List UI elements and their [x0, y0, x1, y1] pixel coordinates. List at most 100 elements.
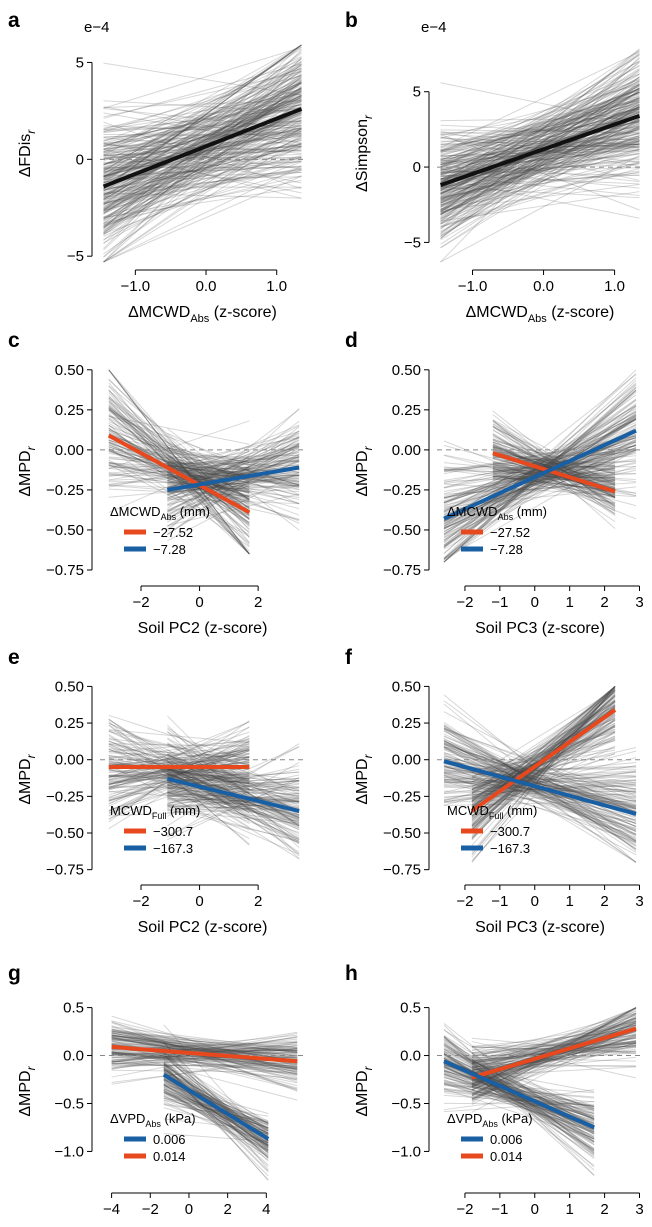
ensemble-line — [103, 44, 302, 189]
legend-entry-label: −27.52 — [153, 525, 193, 540]
ensemble-line — [103, 142, 302, 240]
ensemble-line — [471, 1014, 637, 1070]
ensemble-line — [167, 789, 300, 795]
ensemble-line — [471, 1021, 637, 1069]
ensemble-line — [471, 1048, 637, 1071]
ensemble-line — [492, 456, 616, 495]
ensemble-line — [443, 1061, 595, 1143]
ensemble-line — [443, 1029, 595, 1120]
y-tick-label: 0.00 — [392, 442, 421, 459]
ensemble-line — [108, 420, 250, 470]
ensemble-lines — [440, 48, 640, 263]
ensemble-line — [108, 452, 250, 480]
ensemble-line — [443, 1057, 595, 1110]
ensemble-line — [163, 1024, 269, 1144]
ensemble-line — [108, 464, 250, 493]
ensemble-line — [443, 1071, 595, 1129]
ensemble-line — [103, 100, 302, 109]
y-tick-label: −5 — [67, 248, 84, 265]
ensemble-line — [103, 138, 302, 263]
ensemble-line — [443, 394, 637, 536]
ensemble-line — [471, 1010, 637, 1087]
ensemble-line — [471, 1037, 637, 1064]
legend-title-subscript: Abs — [161, 512, 177, 522]
ensemble-line — [167, 467, 300, 477]
ensemble-line — [103, 120, 302, 150]
ensemble-line — [440, 98, 640, 225]
ensemble-line — [440, 140, 640, 206]
ensemble-line — [471, 1040, 637, 1071]
ensemble-line — [443, 742, 637, 815]
ensemble-line — [440, 85, 640, 183]
ensemble-line — [440, 115, 640, 214]
ensemble-line — [471, 695, 616, 839]
panel-label: e — [8, 646, 20, 669]
ensemble-line — [103, 78, 302, 166]
ensemble-line — [103, 95, 302, 178]
ensemble-line — [440, 121, 640, 189]
ensemble-line — [167, 780, 300, 841]
ensemble-line — [103, 157, 302, 190]
ensemble-line — [471, 1066, 637, 1077]
ensemble-line — [440, 110, 640, 152]
ensemble-line — [163, 1107, 269, 1137]
ensemble-line — [471, 1020, 637, 1095]
ensemble-line — [103, 62, 302, 96]
ensemble-line — [492, 474, 616, 478]
ensemble-line — [443, 1073, 595, 1134]
panel-d: 0.50 0.25 0.00 −0.25 −0.50 −0.75 −2 −1 0 1 2 3 Soil … — [345, 329, 644, 637]
panel-label: a — [8, 9, 20, 32]
ensemble-line — [471, 687, 616, 846]
ensemble-line — [443, 761, 637, 827]
ensemble-line — [108, 774, 250, 784]
ensemble-line — [167, 786, 300, 827]
ensemble-line — [443, 1061, 595, 1144]
ensemble-line — [103, 148, 302, 165]
ensemble-line — [440, 78, 640, 168]
ensemble-line — [443, 470, 637, 475]
ensemble-line — [443, 1066, 595, 1131]
legend-entry-label: 0.014 — [490, 1149, 523, 1164]
ensemble-line — [443, 1062, 595, 1093]
ensemble-line — [108, 414, 250, 527]
ensemble-line — [471, 1025, 637, 1077]
ensemble-line — [471, 1023, 637, 1071]
x-axis-title: ΔMCWDAbs (z-score) — [128, 304, 277, 325]
ensemble-line — [108, 446, 250, 492]
ensemble-line — [440, 87, 640, 174]
ensemble-line — [440, 123, 640, 216]
fit-line-2 — [443, 1059, 595, 1130]
ensemble-line — [440, 131, 640, 141]
ensemble-line — [440, 107, 640, 181]
ensemble-line — [108, 743, 250, 812]
ensemble-line — [443, 755, 637, 812]
ensemble-line — [108, 743, 250, 814]
ensemble-line — [167, 475, 300, 494]
y-axis-title-subscript: r — [24, 753, 38, 758]
ensemble-line — [167, 771, 300, 783]
ensemble-line — [167, 794, 300, 822]
ensemble-line — [167, 465, 300, 480]
ensemble-line — [163, 1082, 269, 1126]
ensemble-line — [163, 1091, 269, 1129]
ensemble-line — [103, 80, 302, 200]
ensemble-line — [103, 146, 302, 191]
ensemble-line — [103, 143, 302, 205]
ensemble-line — [443, 751, 637, 842]
ensemble-line — [108, 714, 250, 761]
ensemble-line — [167, 408, 300, 532]
ensemble-line — [163, 1100, 269, 1151]
ensemble-line — [440, 90, 640, 196]
ensemble-line — [108, 369, 250, 555]
ensemble-line — [167, 776, 300, 841]
ensemble-line — [443, 743, 637, 814]
y-tick-label: 0.5 — [400, 1000, 421, 1017]
ensemble-line — [443, 740, 637, 840]
ensemble-line — [108, 422, 250, 500]
ensemble-line — [443, 1048, 595, 1111]
ensemble-line — [111, 1029, 298, 1052]
ensemble-line — [111, 1033, 298, 1069]
ensemble-line — [167, 474, 300, 494]
ensemble-line — [103, 116, 302, 213]
